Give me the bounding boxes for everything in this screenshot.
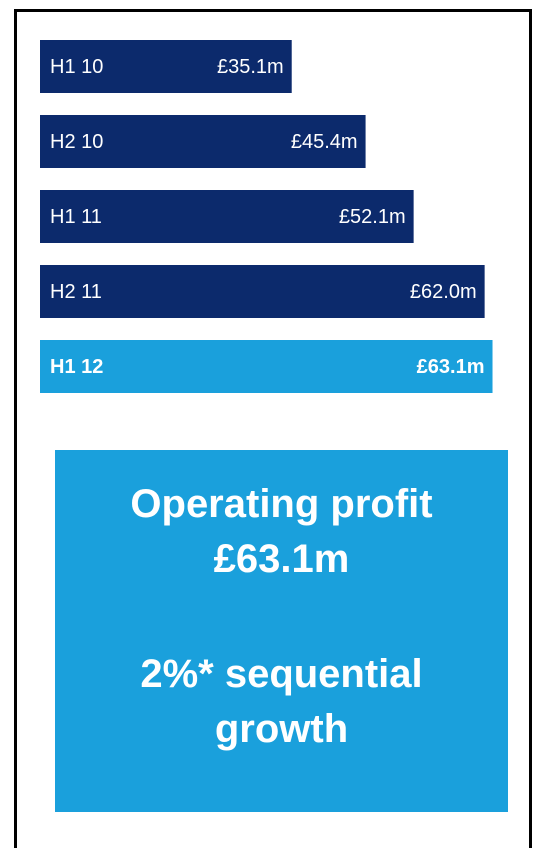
annotation-note: 2%* sequential growth	[140, 652, 423, 751]
category-label: H1 12	[50, 356, 103, 378]
bar	[40, 265, 485, 318]
category-label: H2 10	[50, 131, 103, 153]
category-label: H2 11	[50, 281, 102, 303]
bar	[40, 40, 292, 93]
bar	[40, 190, 414, 243]
bar	[40, 115, 366, 168]
frame	[14, 9, 532, 848]
value-label: £62.0m	[410, 281, 477, 303]
annotation-box: Operating profit £63.1m 2%* sequential g…	[55, 450, 508, 812]
annotation-value: £63.1m	[213, 537, 350, 581]
value-label: £45.4m	[291, 131, 358, 153]
annotation-headline: Operating profit	[130, 482, 433, 526]
value-label: £63.1m	[417, 356, 485, 378]
bar	[40, 340, 493, 393]
value-label: £35.1m	[217, 56, 284, 78]
category-label: H1 10	[50, 56, 103, 78]
value-label: £52.1m	[339, 206, 406, 228]
category-label: H1 11	[50, 206, 102, 228]
